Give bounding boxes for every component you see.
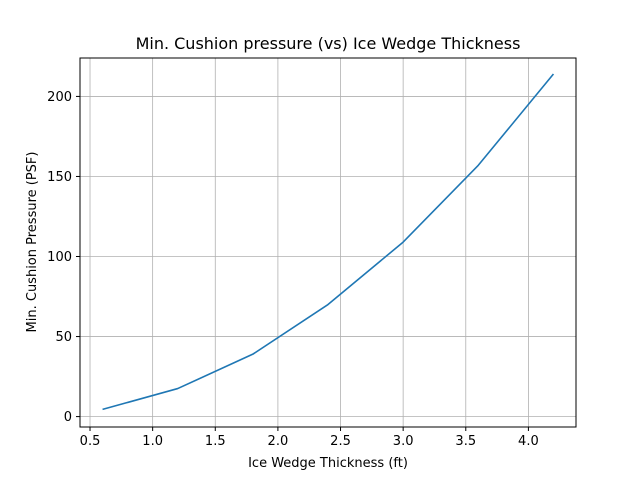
plot-area-frame: [79, 57, 577, 428]
x-tick-label: 1.0: [142, 434, 163, 449]
grid: [80, 58, 576, 427]
y-axis-ticks: 0 50 100 150 200: [47, 90, 80, 425]
x-axis-label: Ice Wedge Thickness (ft): [248, 456, 408, 471]
x-tick-label: 2.0: [268, 434, 289, 449]
series-layer: [102, 73, 555, 411]
x-tick-label: 4.0: [518, 434, 539, 449]
x-tick-label: 3.0: [393, 434, 414, 449]
y-axis-label: Min. Cushion Pressure (PSF): [25, 152, 40, 333]
y-tick-label: 150: [47, 170, 72, 185]
chart-title: Min. Cushion pressure (vs) Ice Wedge Thi…: [136, 34, 521, 53]
x-tick-label: 0.5: [80, 434, 101, 449]
x-tick-label: 2.5: [330, 434, 351, 449]
series-line: [102, 73, 555, 411]
y-tick-label: 50: [55, 330, 72, 345]
x-tick-label: 1.5: [205, 434, 226, 449]
x-tick-label: 3.5: [455, 434, 476, 449]
y-tick-label: 100: [47, 250, 72, 265]
x-axis-ticks: 0.5 1.0 1.5 2.0 2.5 3.0 3.5 4.0: [80, 427, 539, 449]
y-tick-label: 0: [64, 410, 72, 425]
y-tick-label: 200: [47, 90, 72, 105]
